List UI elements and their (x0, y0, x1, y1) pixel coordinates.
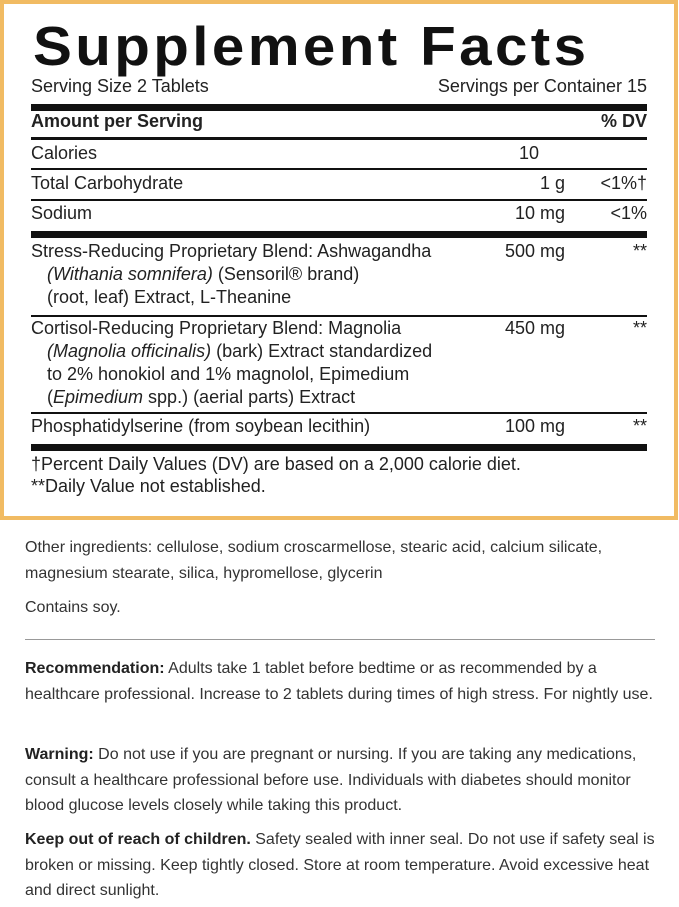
supplement-facts-panel: Supplement Facts Serving Size 2 Tablets … (0, 0, 678, 520)
header-dv: % DV (600, 111, 647, 131)
serving-info: Serving Size 2 Tablets Servings per Cont… (31, 76, 647, 97)
divider (31, 315, 647, 317)
thick-divider (31, 231, 647, 238)
footnote-not-established: **Daily Value not established. (31, 476, 266, 496)
footnote-dv: †Percent Daily Values (DV) are based on … (31, 454, 521, 474)
thick-divider (31, 104, 647, 111)
header-amount: Amount per Serving (31, 111, 204, 131)
panel-title: Supplement Facts (33, 15, 590, 77)
servings-per-container: Servings per Container 15 (437, 76, 647, 96)
recommendation: Recommendation: Adults take 1 tablet bef… (25, 660, 653, 703)
divider (31, 137, 647, 140)
divider (31, 199, 647, 201)
other-ingredients: Other ingredients: cellulose, sodium cro… (25, 539, 603, 582)
divider (31, 168, 647, 170)
warning: Warning: Do not use if you are pregnant … (25, 746, 637, 814)
storage-warning: Keep out of reach of children. Safety se… (25, 831, 655, 899)
divider (31, 412, 647, 414)
serving-size: Serving Size 2 Tablets (31, 76, 209, 96)
thick-divider (31, 444, 647, 451)
allergen-statement: Contains soy. (25, 599, 121, 616)
section-divider (25, 639, 655, 640)
